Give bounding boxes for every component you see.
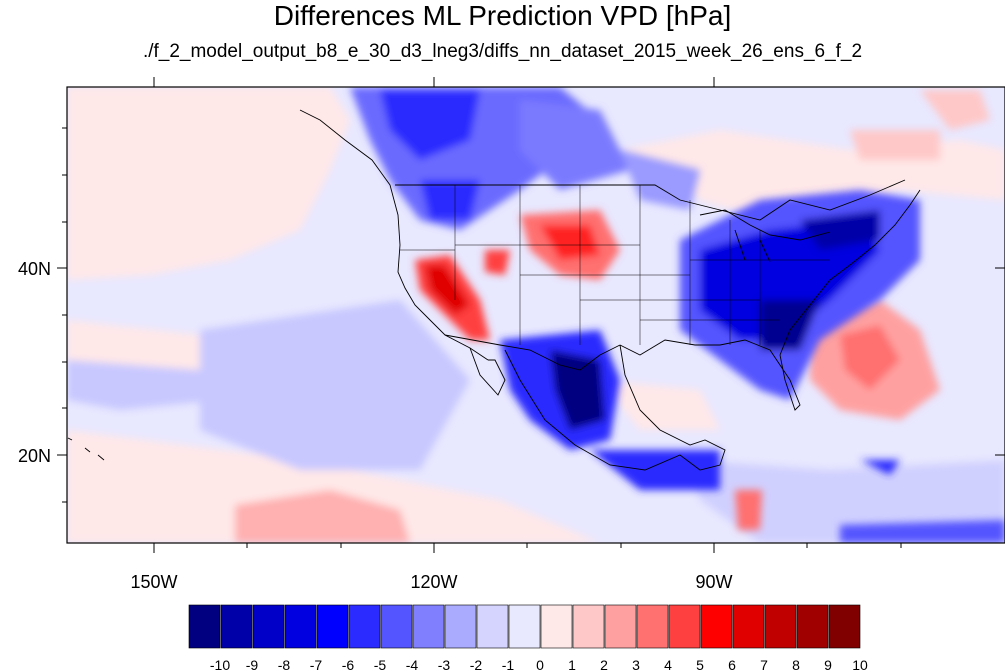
- colorbar-swatch: [316, 604, 349, 649]
- colorbar-label: -5: [374, 657, 387, 672]
- colorbar-swatch: [444, 604, 477, 649]
- state-lines: [400, 185, 830, 345]
- lon-label-120w: 120W: [410, 572, 457, 592]
- colorbar-label: 9: [824, 657, 832, 672]
- colorbar-swatch: [508, 604, 541, 649]
- colorbar-swatch: [380, 604, 413, 649]
- colorbar-swatch: [252, 604, 285, 649]
- colorbar-swatch: [188, 604, 221, 649]
- lon-label-150w: 150W: [130, 572, 177, 592]
- colorbar-swatch: [284, 604, 317, 649]
- colorbar-swatch: [540, 604, 573, 649]
- us-canada-border: [395, 179, 906, 221]
- hawaii-islands: [67, 437, 105, 461]
- colorbar-label: -8: [278, 657, 291, 672]
- colorbar-swatch: [348, 604, 381, 649]
- colorbar-swatch: [796, 604, 829, 649]
- colorbar-label: -7: [310, 657, 323, 672]
- colorbar-label: 2: [600, 657, 608, 672]
- colorbar-label: -4: [406, 657, 419, 672]
- colorbar-label: 3: [632, 657, 640, 672]
- colorbar-label: -10: [210, 657, 230, 672]
- colorbar: -10 -9 -8 -7 -6 -5 -4 -3 -2 -1 0 1 2 3 4 5 6 7 8 9 10: [188, 604, 868, 672]
- lon-label-90w: 90W: [695, 572, 732, 592]
- colorbar-label: -2: [470, 657, 483, 672]
- east-coast: [779, 189, 921, 356]
- map-title: Differences ML Prediction VPD [hPa]: [273, 0, 732, 31]
- colorbar-swatch: [636, 604, 669, 649]
- colorbar-label: -3: [438, 657, 451, 672]
- us-mexico-border: [444, 334, 621, 371]
- colorbar-label: -6: [342, 657, 355, 672]
- west-coastline: [299, 109, 489, 361]
- colorbar-label: 7: [760, 657, 768, 672]
- colorbar-label: -9: [246, 657, 259, 672]
- colorbar-swatch: [828, 604, 861, 649]
- colorbar-swatch: [604, 604, 637, 649]
- colorbar-label: 10: [852, 657, 868, 672]
- colorbar-label: 8: [792, 657, 800, 672]
- colorbar-label: 4: [664, 657, 672, 672]
- gulf-coast: [619, 339, 801, 411]
- colorbar-swatch: [764, 604, 797, 649]
- colorbar-swatch: [668, 604, 701, 649]
- colorbar-label: -1: [502, 657, 515, 672]
- colorbar-swatch: [700, 604, 733, 649]
- colorbar-swatch: [476, 604, 509, 649]
- colorbar-swatch: [412, 604, 445, 649]
- colorbar-swatch: [220, 604, 253, 649]
- difference-field: [67, 87, 1005, 543]
- map-subtitle: ./f_2_model_output_b8_e_30_d3_lneg3/diff…: [142, 41, 863, 62]
- baja-california: [469, 347, 506, 396]
- colorbar-label: 6: [728, 657, 736, 672]
- lat-label-20n: 20N: [18, 446, 51, 466]
- colorbar-label: 1: [568, 657, 576, 672]
- lat-label-40n: 40N: [18, 259, 51, 279]
- boundaries: [67, 109, 921, 471]
- colorbar-label: 0: [536, 657, 544, 672]
- mexico-coast: [504, 344, 726, 471]
- colorbar-label: 5: [696, 657, 704, 672]
- axis-ticks: [57, 77, 1005, 553]
- colorbar-swatch: [572, 604, 605, 649]
- colorbar-swatch: [732, 604, 765, 649]
